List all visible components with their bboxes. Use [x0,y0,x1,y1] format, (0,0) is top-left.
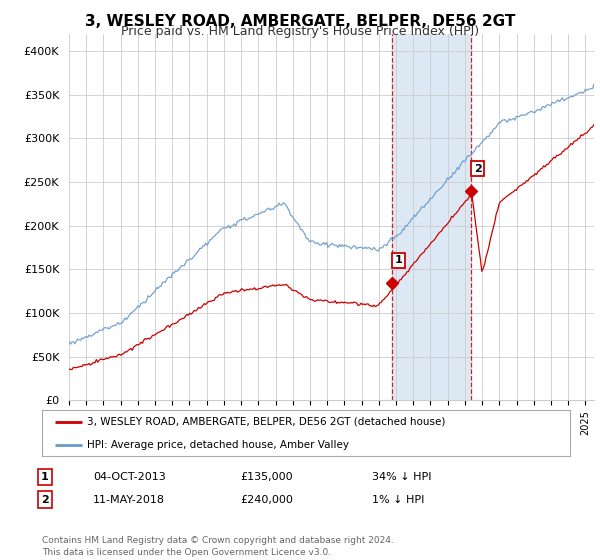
Text: Contains HM Land Registry data © Crown copyright and database right 2024.
This d: Contains HM Land Registry data © Crown c… [42,536,394,557]
Text: 1: 1 [41,472,49,482]
Text: 2: 2 [473,164,481,174]
Text: 2: 2 [41,494,49,505]
Text: HPI: Average price, detached house, Amber Valley: HPI: Average price, detached house, Ambe… [87,440,349,450]
Text: £240,000: £240,000 [240,494,293,505]
Text: Price paid vs. HM Land Registry's House Price Index (HPI): Price paid vs. HM Land Registry's House … [121,25,479,38]
Bar [392,34,471,400]
Text: 11-MAY-2018: 11-MAY-2018 [93,494,165,505]
Text: 3, WESLEY ROAD, AMBERGATE, BELPER, DE56 2GT (detached house): 3, WESLEY ROAD, AMBERGATE, BELPER, DE56 … [87,417,445,427]
Text: 3, WESLEY ROAD, AMBERGATE, BELPER, DE56 2GT: 3, WESLEY ROAD, AMBERGATE, BELPER, DE56 … [85,14,515,29]
Text: 1% ↓ HPI: 1% ↓ HPI [372,494,424,505]
Text: £135,000: £135,000 [240,472,293,482]
Text: 04-OCT-2013: 04-OCT-2013 [93,472,166,482]
Text: 34% ↓ HPI: 34% ↓ HPI [372,472,431,482]
Text: 1: 1 [394,255,402,265]
